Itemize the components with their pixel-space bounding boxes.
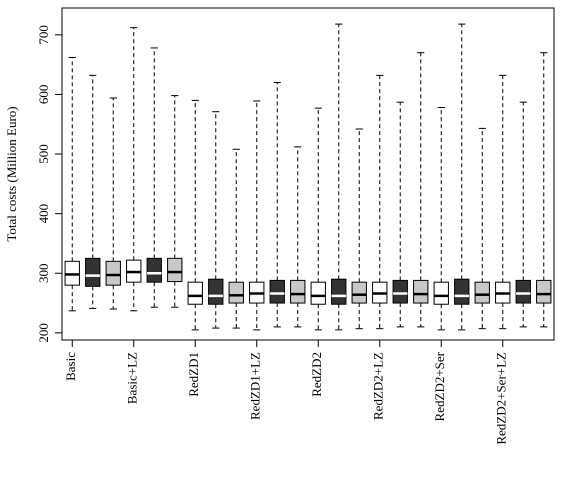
box-9 <box>228 148 244 329</box>
y-tick-label: 400 <box>36 204 51 224</box>
box-16 <box>372 74 388 330</box>
x-tick-label: RedZD2+Ser+LZ <box>494 352 509 445</box>
box-2 <box>85 74 101 309</box>
box-10 <box>249 100 265 331</box>
box-14 <box>331 23 347 331</box>
box-13 <box>310 107 326 331</box>
x-tick-label: RedZD1 <box>186 352 201 397</box>
y-tick-label: 700 <box>36 25 51 45</box>
box-18 <box>413 52 429 328</box>
box-1 <box>64 56 80 312</box>
box-11 <box>269 82 285 328</box>
iqr-box <box>187 281 203 305</box>
iqr-box <box>474 281 490 304</box>
box-6 <box>167 95 183 308</box>
iqr-box <box>392 279 408 304</box>
iqr-box <box>208 278 224 305</box>
iqr-box <box>85 257 101 287</box>
box-19 <box>433 107 449 331</box>
x-axis: Basic Basic+LZ RedZD1 RedZD1+LZ RedZD2 RedZD2… <box>63 340 509 445</box>
y-tick-label: 300 <box>36 263 51 283</box>
iqr-box <box>228 281 244 304</box>
iqr-box <box>290 279 306 304</box>
box-7 <box>187 99 203 331</box>
box-12 <box>290 146 306 328</box>
iqr-box <box>269 279 285 304</box>
box-22 <box>495 74 511 330</box>
x-tick-label: RedZD2 <box>309 352 324 397</box>
x-tick-label: RedZD1+LZ <box>248 352 263 420</box>
iqr-box <box>536 279 552 304</box>
box-3 <box>105 97 121 310</box>
x-tick-label: Basic+LZ <box>125 352 140 404</box>
box-8 <box>208 111 224 329</box>
iqr-box <box>331 278 347 305</box>
iqr-box <box>351 281 367 304</box>
box-17 <box>392 101 408 328</box>
box-21 <box>474 127 490 330</box>
y-tick-label: 500 <box>36 144 51 164</box>
box-24 <box>536 52 552 328</box>
y-axis: 200 300 400 500 600 700 <box>36 25 62 343</box>
iqr-box <box>515 279 531 304</box>
iqr-box <box>105 260 121 286</box>
x-tick-label: RedZD2+Ser <box>432 351 447 421</box>
box-4 <box>126 27 142 312</box>
x-tick-label: RedZD2+LZ <box>371 352 386 420</box>
iqr-box <box>167 257 183 283</box>
iqr-box <box>146 257 162 283</box>
y-axis-label: Total costs (Million Euro) <box>4 106 19 241</box>
box-5 <box>146 47 162 308</box>
box-15 <box>351 128 367 330</box>
y-tick-label: 200 <box>36 323 51 343</box>
iqr-box <box>310 281 326 305</box>
iqr-box <box>454 278 470 305</box>
y-tick-label: 600 <box>36 85 51 105</box>
box-20 <box>454 23 470 331</box>
iqr-box <box>433 281 449 305</box>
boxes-layer <box>64 23 552 331</box>
iqr-box <box>413 279 429 304</box>
x-tick-label: Basic <box>63 352 78 381</box>
plot-frame <box>61 7 555 341</box>
box-23 <box>515 101 531 328</box>
